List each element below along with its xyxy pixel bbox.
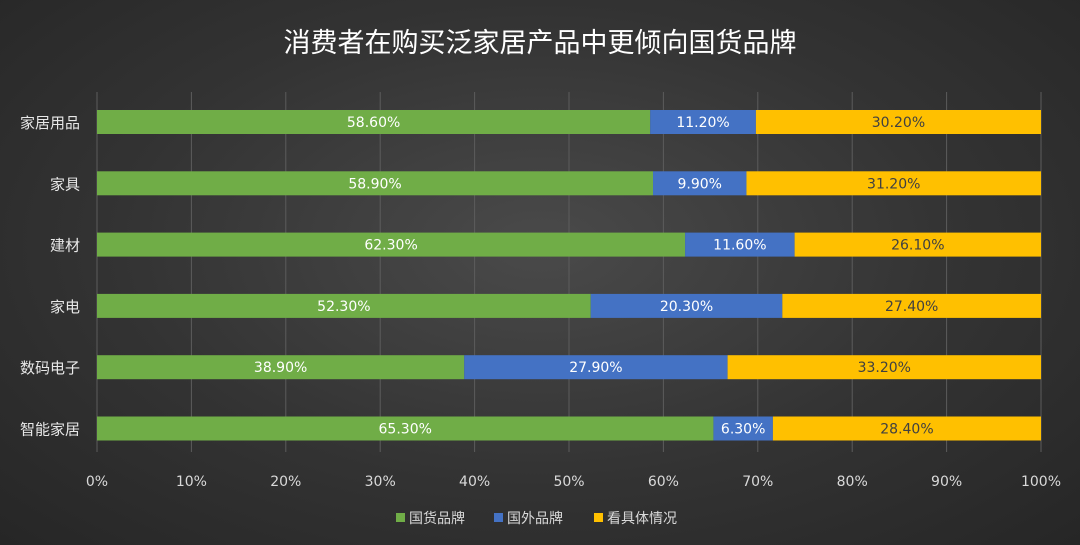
data-label: 11.60% bbox=[713, 238, 766, 254]
data-label: 6.30% bbox=[721, 422, 765, 438]
data-label: 58.90% bbox=[348, 176, 401, 192]
bar-segment bbox=[755, 110, 1041, 134]
bar-segment bbox=[97, 110, 651, 134]
bar-segment bbox=[97, 232, 686, 257]
bar-segment bbox=[794, 232, 1041, 257]
category-label: 建材 bbox=[50, 237, 80, 255]
bar-segment bbox=[97, 416, 714, 441]
category-label: 数码电子 bbox=[20, 359, 80, 377]
data-label: 58.60% bbox=[347, 115, 400, 131]
x-tick-label: 60% bbox=[648, 474, 679, 490]
data-label: 27.40% bbox=[885, 299, 938, 315]
x-tick-label: 90% bbox=[931, 474, 962, 490]
x-tick-label: 20% bbox=[270, 474, 301, 490]
grid-lines bbox=[96, 92, 1042, 452]
bar-segment bbox=[97, 355, 465, 380]
data-label: 30.20% bbox=[872, 115, 925, 131]
x-tick-label: 0% bbox=[86, 474, 108, 490]
chart-title: 消费者在购买泛家居产品中更倾向国货品牌 bbox=[284, 28, 797, 59]
bar-segment bbox=[782, 293, 1041, 318]
category-label: 家电 bbox=[50, 298, 80, 316]
bar-segment bbox=[746, 171, 1041, 196]
data-label: 52.30% bbox=[317, 299, 370, 315]
legend-swatch bbox=[594, 513, 603, 522]
x-tick-label: 100% bbox=[1021, 474, 1061, 490]
data-label: 33.20% bbox=[858, 360, 911, 376]
bar-segment bbox=[713, 416, 773, 441]
bar-segment bbox=[464, 355, 728, 380]
x-tick-label: 10% bbox=[176, 474, 207, 490]
bar-segment bbox=[772, 416, 1041, 441]
data-label: 20.30% bbox=[660, 299, 713, 315]
bar-segment bbox=[97, 171, 654, 196]
bar-segment bbox=[650, 110, 756, 134]
bar-segment bbox=[727, 355, 1041, 380]
data-label: 38.90% bbox=[254, 360, 307, 376]
legend-swatch bbox=[396, 513, 405, 522]
legend-swatch bbox=[494, 513, 503, 522]
data-label: 65.30% bbox=[379, 422, 432, 438]
x-tick-label: 50% bbox=[553, 474, 584, 490]
data-label: 31.20% bbox=[867, 176, 920, 192]
legend-label: 国货品牌 bbox=[409, 510, 465, 527]
data-label: 62.30% bbox=[364, 238, 417, 254]
bar-segment bbox=[97, 293, 591, 318]
legend-label: 看具体情况 bbox=[607, 511, 677, 527]
x-axis-ticks: 0% 10% 20% 30% 40% 50% 60% 70% 80% 90% 100% bbox=[86, 474, 1061, 490]
bar-area: 58.60% 11.20% 30.20% 58.90% 9.90% 31.20% 62.30… bbox=[97, 110, 1041, 441]
x-tick-label: 30% bbox=[365, 474, 396, 490]
data-label: 28.40% bbox=[880, 422, 933, 438]
bar-segment bbox=[590, 293, 783, 318]
bar-segment bbox=[685, 232, 795, 257]
data-label: 11.20% bbox=[676, 115, 729, 131]
x-tick-label: 70% bbox=[742, 474, 773, 490]
category-label: 智能家居 bbox=[20, 421, 80, 439]
x-tick-label: 40% bbox=[459, 474, 490, 490]
data-label: 27.90% bbox=[569, 360, 622, 376]
x-tick-label: 80% bbox=[837, 474, 868, 490]
data-label: 26.10% bbox=[891, 238, 944, 254]
category-label: 家具 bbox=[50, 175, 80, 193]
bar-segment bbox=[653, 171, 747, 196]
legend: 国货品牌 国外品牌 看具体情况 bbox=[396, 510, 677, 527]
category-label: 家居用品 bbox=[20, 114, 80, 132]
data-label: 9.90% bbox=[678, 176, 722, 192]
legend-label: 国外品牌 bbox=[507, 510, 563, 527]
